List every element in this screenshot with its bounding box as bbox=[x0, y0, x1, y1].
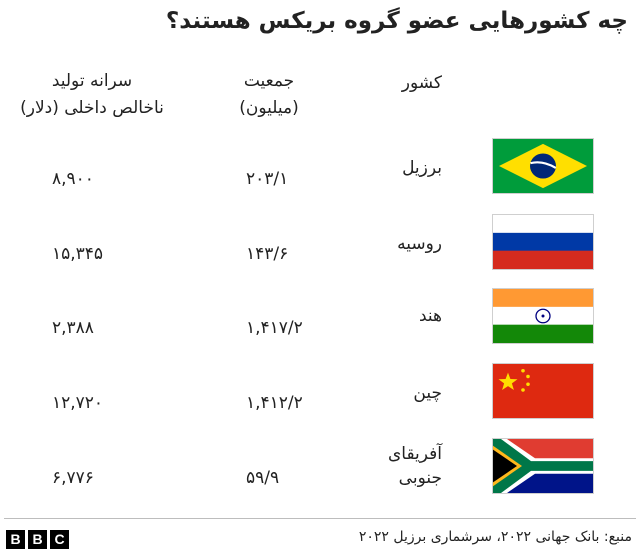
header-country: کشور bbox=[401, 73, 442, 93]
table-row: برزیل ۲۰۳/۱ ۸,۹۰۰ bbox=[0, 138, 640, 198]
gdp-value: ۱۲,۷۲۰ bbox=[52, 393, 104, 413]
header-population-line1: جمعیت bbox=[243, 71, 295, 91]
population-value: ۱,۴۱۷/۲ bbox=[246, 318, 303, 338]
population-value: ۱,۴۱۲/۲ bbox=[246, 393, 303, 413]
bbc-logo: B B C bbox=[6, 530, 69, 549]
country-name: چین bbox=[413, 383, 442, 403]
table-row: آفریقای جنوبی ۵۹/۹ ۶,۷۷۶ bbox=[0, 438, 640, 498]
page-title: چه کشورهایی عضو گروه بریکس هستند؟ bbox=[165, 8, 628, 34]
population-value: ۲۰۳/۱ bbox=[246, 169, 289, 189]
south-africa-flag-icon bbox=[492, 438, 594, 494]
bbc-logo-block: C bbox=[50, 530, 69, 549]
source-note: منبع: بانک جهانی ۲۰۲۲، سرشماری برزیل ۲۰۲… bbox=[358, 529, 632, 545]
footer-divider bbox=[4, 518, 636, 519]
table-row: روسیه ۱۴۳/۶ ۱۵,۳۴۵ bbox=[0, 214, 640, 274]
country-name: آفریقای جنوبی bbox=[352, 442, 442, 490]
bbc-logo-block: B bbox=[6, 530, 25, 549]
table-row: چین ۱,۴۱۲/۲ ۱۲,۷۲۰ bbox=[0, 363, 640, 423]
country-name: هند bbox=[418, 306, 442, 326]
header-gdp-line1: سرانه تولید bbox=[51, 71, 133, 91]
bbc-logo-block: B bbox=[28, 530, 47, 549]
gdp-value: ۲,۳۸۸ bbox=[52, 318, 94, 338]
population-value: ۵۹/۹ bbox=[246, 468, 280, 488]
country-name: برزیل bbox=[402, 158, 442, 178]
header-population-line2: (میلیون) bbox=[239, 98, 299, 118]
table-row: هند ۱,۴۱۷/۲ ۲,۳۸۸ bbox=[0, 288, 640, 348]
population-value: ۱۴۳/۶ bbox=[246, 244, 289, 264]
country-name: روسیه bbox=[397, 234, 442, 254]
india-flag-icon bbox=[492, 288, 594, 344]
gdp-value: ۱۵,۳۴۵ bbox=[52, 244, 104, 264]
header-gdp-line2: ناخالص داخلی (دلار) bbox=[20, 98, 164, 118]
country-name-line2: جنوبی bbox=[398, 468, 442, 488]
russia-flag-icon bbox=[492, 214, 594, 270]
header-population: جمعیت (میلیون) bbox=[214, 68, 324, 122]
brazil-flag-icon bbox=[492, 138, 594, 194]
gdp-value: ۶,۷۷۶ bbox=[52, 468, 94, 488]
header-gdp: سرانه تولید ناخالص داخلی (دلار) bbox=[2, 68, 182, 122]
china-flag-icon bbox=[492, 363, 594, 419]
country-name-line1: آفریقای bbox=[387, 444, 442, 464]
gdp-value: ۸,۹۰۰ bbox=[52, 169, 94, 189]
